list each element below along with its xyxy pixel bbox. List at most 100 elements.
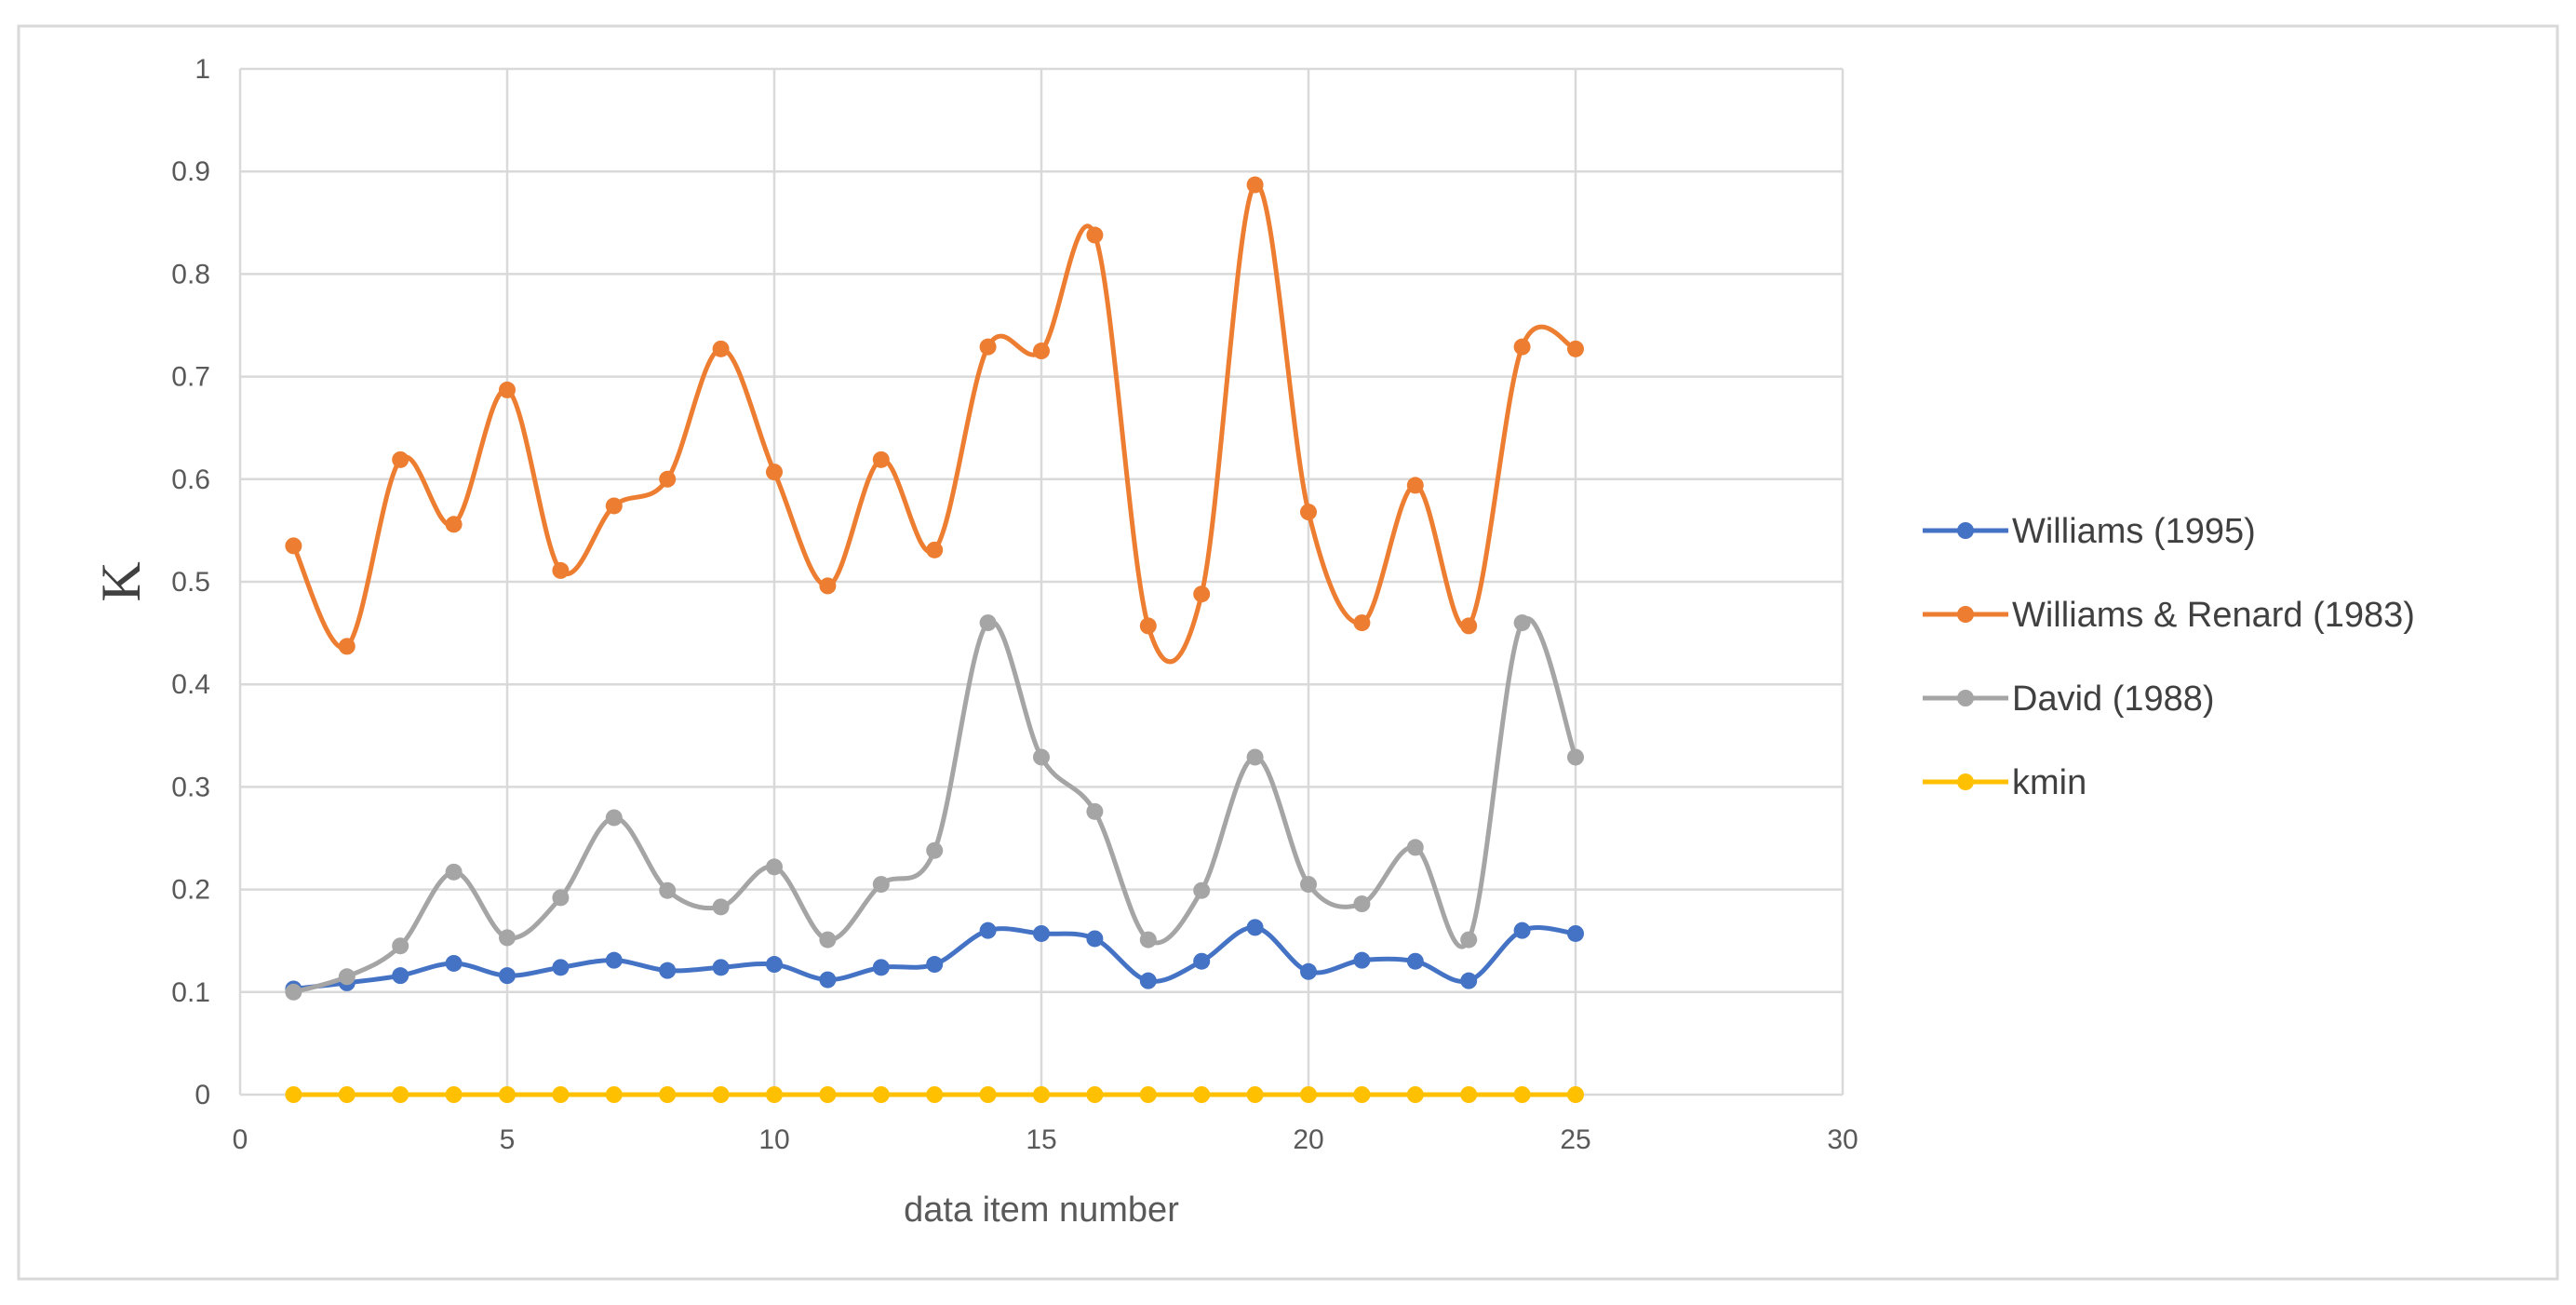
x-tick-label: 15: [1026, 1124, 1056, 1155]
data-point: [605, 809, 623, 827]
data-point: [659, 1086, 677, 1103]
data-point: [1033, 924, 1050, 942]
data-point: [445, 516, 463, 533]
y-tick-label: 1: [195, 54, 210, 85]
legend: Williams (1995) Williams & Renard (1983) D…: [1923, 512, 2415, 802]
data-point: [819, 931, 837, 948]
data-point: [1193, 1086, 1211, 1103]
data-point: [605, 1086, 623, 1103]
data-point: [766, 956, 783, 974]
data-point: [1406, 477, 1424, 494]
y-tick-label: 0.6: [171, 464, 210, 495]
data-point: [1033, 1086, 1050, 1103]
data-point: [1567, 340, 1584, 357]
data-point: [1460, 1086, 1478, 1103]
data-point: [605, 497, 623, 515]
legend-item: kmin: [1923, 763, 2086, 802]
data-point: [766, 464, 783, 481]
data-point: [979, 338, 997, 356]
data-point: [872, 1086, 890, 1103]
data-point: [392, 967, 409, 985]
data-point: [1139, 972, 1157, 989]
data-point: [659, 470, 677, 488]
data-point: [499, 381, 516, 398]
data-point: [1513, 338, 1531, 356]
legend-item: David (1988): [1923, 679, 2215, 719]
data-point: [445, 954, 463, 972]
data-point: [1033, 748, 1050, 766]
series-williams-renard-1983: [285, 176, 1584, 665]
chart-frame: [17, 24, 2559, 1281]
data-point: [979, 1086, 997, 1103]
data-point: [872, 451, 890, 468]
data-point: [1567, 748, 1584, 766]
data-point: [338, 1086, 356, 1103]
data-point: [712, 959, 730, 976]
y-tick-label: 0.4: [171, 669, 210, 700]
data-point: [1513, 614, 1531, 632]
data-point: [819, 971, 837, 989]
data-point: [1460, 931, 1478, 948]
y-tick-label: 0.5: [171, 567, 210, 598]
data-point: [392, 1086, 409, 1103]
x-tick-label: 0: [233, 1124, 248, 1155]
data-point: [1246, 1086, 1264, 1103]
legend-label: David (1988): [2012, 679, 2215, 719]
data-point: [1353, 614, 1371, 632]
legend-item: Williams & Renard (1983): [1923, 596, 2415, 635]
data-point: [1513, 922, 1531, 939]
data-point: [1193, 585, 1211, 603]
data-point: [1086, 226, 1104, 244]
data-point: [338, 638, 356, 655]
y-axis-title: K: [90, 561, 152, 601]
legend-label: kmin: [2012, 763, 2086, 802]
data-point: [1567, 924, 1584, 942]
data-point: [552, 959, 570, 976]
x-tick-label: 10: [758, 1124, 789, 1155]
data-point: [1139, 617, 1157, 635]
y-tick-label: 0.9: [171, 156, 210, 187]
x-axis-title: data item number: [904, 1191, 1179, 1230]
data-point: [1406, 1086, 1424, 1103]
data-point: [445, 863, 463, 881]
legend-marker: [1957, 522, 1974, 539]
data-point: [499, 967, 516, 985]
data-point: [1139, 931, 1157, 948]
legend-marker: [1957, 774, 1974, 790]
data-point: [1406, 839, 1424, 856]
data-point: [1246, 748, 1264, 766]
data-point: [1033, 343, 1050, 360]
series-kmin: [285, 1086, 1584, 1103]
data-point: [1567, 1086, 1584, 1103]
data-point: [1353, 895, 1371, 913]
data-point: [338, 968, 356, 986]
series-david-1988: [285, 614, 1584, 1001]
data-point: [712, 340, 730, 357]
x-tick-label: 25: [1560, 1124, 1590, 1155]
y-tick-label: 0: [195, 1080, 210, 1110]
data-point: [605, 951, 623, 969]
y-tick-label: 0.2: [171, 875, 210, 906]
data-point: [1300, 1086, 1317, 1103]
y-tick-label: 0.8: [171, 259, 210, 289]
data-point: [1086, 802, 1104, 820]
data-point: [499, 1086, 516, 1103]
data-point: [285, 537, 302, 555]
data-point: [819, 1086, 837, 1103]
data-point: [1300, 876, 1317, 894]
data-point: [1460, 617, 1478, 635]
data-point: [926, 841, 944, 859]
data-point: [979, 922, 997, 939]
data-point: [499, 929, 516, 947]
data-point: [819, 577, 837, 595]
legend-label: Williams (1995): [2012, 512, 2256, 551]
legend-marker: [1957, 690, 1974, 706]
data-point: [712, 1086, 730, 1103]
data-point: [1086, 930, 1104, 948]
data-point: [926, 541, 944, 558]
y-tick-label: 0.3: [171, 772, 210, 802]
data-point: [552, 1086, 570, 1103]
data-point: [926, 956, 944, 974]
data-point: [552, 561, 570, 579]
